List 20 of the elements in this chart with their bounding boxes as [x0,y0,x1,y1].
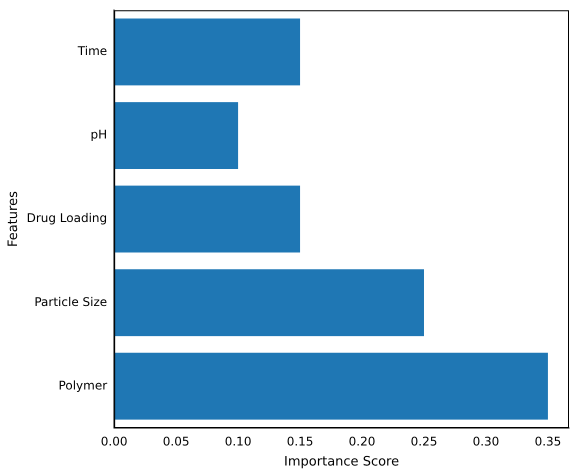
x-tick-label: 0.00 [100,434,128,448]
bar [114,269,424,336]
x-tick-label: 0.10 [224,434,252,448]
x-tick-label: 0.05 [162,434,190,448]
bar [114,186,300,253]
x-tick-label: 0.30 [472,434,500,448]
x-axis-title: Importance Score [284,454,400,470]
x-tick-label: 0.15 [286,434,314,448]
y-tick-label: Drug Loading [26,211,108,226]
x-tick-label: 0.20 [348,434,376,448]
bar [114,18,300,86]
y-tick-label: Time [76,44,108,58]
y-tick-label: Polymer [58,378,108,392]
bar [114,102,238,169]
bar [114,352,548,420]
x-tick-label: 0.35 [534,434,562,448]
x-tick-label: 0.25 [410,434,438,448]
y-tick-label: Particle Size [34,294,108,309]
y-tick-label: pH [90,128,108,142]
y-axis-title: Features [6,190,22,248]
